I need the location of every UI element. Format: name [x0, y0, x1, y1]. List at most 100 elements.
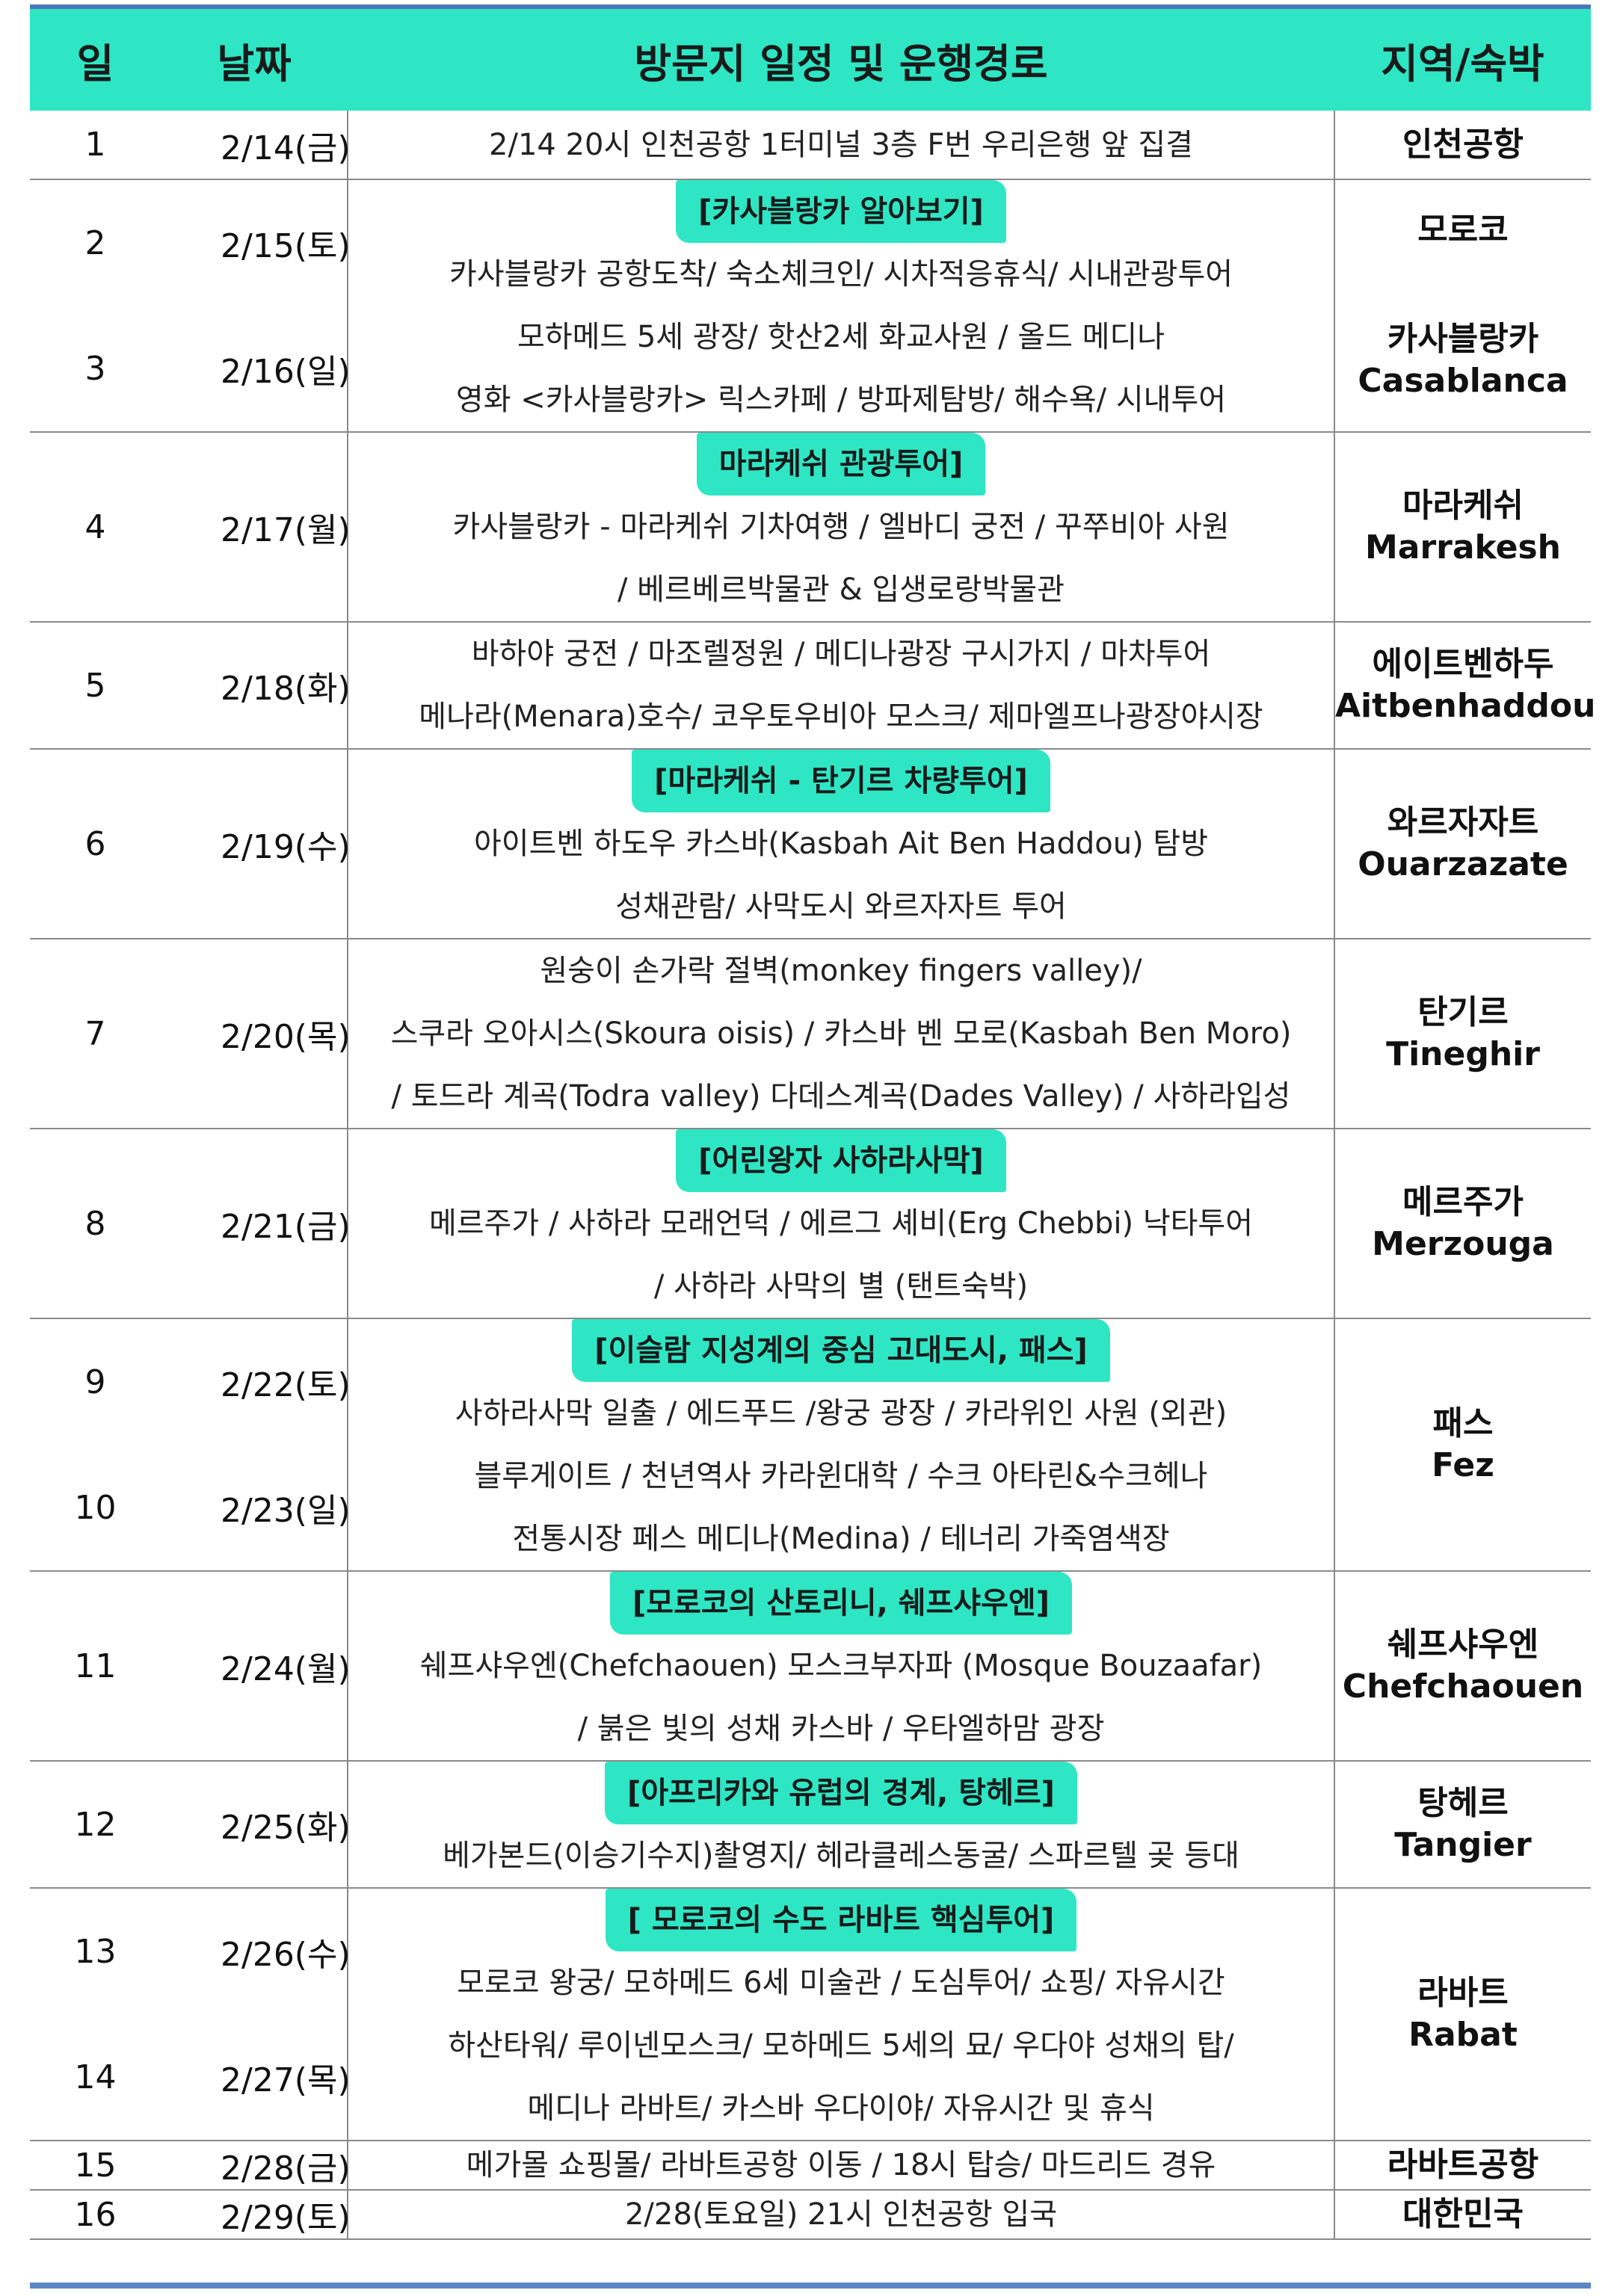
- date-label-cell: 2/14(금): [161, 111, 351, 180]
- region-name: 메르주가: [1402, 1183, 1524, 1221]
- region-name-alt: 카사블랑카: [1387, 320, 1539, 358]
- day-number-cell: 12: [30, 1761, 161, 1889]
- region-cell: 대한민국: [1334, 2190, 1591, 2240]
- date-label: 2/26(수): [221, 1936, 351, 1974]
- date-label: 2/21(금): [221, 1208, 351, 1246]
- date-label: 2/16(일): [221, 353, 351, 391]
- day-number: 2: [84, 223, 106, 262]
- day-number-cell: 11: [30, 1571, 161, 1762]
- day-number-cell: 4: [30, 432, 161, 623]
- plan-line: 베가본드(이승기수지)촬영지/ 헤라클레스동굴/ 스파르텔 곶 등대: [443, 1839, 1239, 1873]
- plan-line: 메가몰 쇼핑몰/ 라바트공항 이동 / 18시 탑승/ 마드리드 경유: [466, 2148, 1216, 2182]
- date-label-cell: 2/22(토) 2/23(일): [161, 1318, 351, 1572]
- region-name-alt: Aitbenhaddou: [1335, 687, 1596, 725]
- bottom-rule: [30, 2283, 1591, 2289]
- day-number: 8: [84, 1204, 106, 1243]
- region-name: 탄기르: [1417, 993, 1509, 1031]
- date-label: 2/23(일): [221, 1492, 351, 1530]
- plan-line: 쉐프샤우엔(Chefchaouen) 모스크부자파 (Mosque Bouzaa…: [419, 1649, 1263, 1683]
- itinerary-row: 7 2/20(목) 원숭이 손가락 절벽(monkey fingers valley…: [30, 939, 1591, 1129]
- region-name: 탕헤르: [1417, 1784, 1509, 1822]
- region-cell: 라바트 Rabat: [1334, 1888, 1591, 2141]
- plan-cell: 마라케쉬 관광투어] 카사블랑카 - 마라케쉬 기차여행 / 엘바디 궁전 / 꾸…: [347, 432, 1335, 623]
- plan-line: 원숭이 손가락 절벽(monkey fingers valley)/: [540, 954, 1142, 988]
- region-cell: 메르주가 Merzouga: [1334, 1129, 1591, 1319]
- section-highlight-title: [어린왕자 사하라사막]: [676, 1129, 1006, 1192]
- day-number: 1: [84, 126, 106, 164]
- section-highlight-title: 마라케쉬 관광투어]: [696, 433, 986, 496]
- region-name: 와르자자트: [1387, 803, 1539, 842]
- region-name: 쉐프샤우엔: [1387, 1626, 1539, 1664]
- plan-line: 스쿠라 오아시스(Skoura oisis) / 카스바 벤 모로(Kasbah…: [390, 1016, 1292, 1051]
- date-label: 2/14(금): [221, 129, 351, 167]
- plan-line: 모하메드 5세 광장/ 핫산2세 화교사원 / 올드 메디나: [517, 320, 1165, 354]
- region-name: 대한민국: [1402, 2195, 1524, 2233]
- day-number: 15: [74, 2146, 117, 2185]
- region-name: 라바트: [1417, 1974, 1509, 2012]
- day-number: 16: [74, 2195, 117, 2234]
- header-row: 일 날짜 방문지 일정 및 운행경로 지역/숙박: [30, 9, 1591, 111]
- day-number: 9: [84, 1363, 106, 1401]
- date-label-cell: 2/20(목): [161, 939, 351, 1129]
- date-label-cell: 2/15(토) 2/16(일): [161, 179, 351, 433]
- header-day: 일: [30, 9, 161, 111]
- section-highlight-title: [카사블랑카 알아보기]: [676, 180, 1006, 243]
- plan-line: 메나라(Menara)호수/ 코우토우비아 모스크/ 제마엘프나광장야시장: [419, 700, 1263, 734]
- plan-cell: [카사블랑카 알아보기] 카사블랑카 공항도착/ 숙소체크인/ 시차적응휴식/ 시…: [347, 179, 1335, 433]
- plan-line: 블루게이트 / 천년역사 카라윈대학 / 수크 아타린&수크헤나: [474, 1459, 1208, 1493]
- plan-line: 카사블랑카 - 마라케쉬 기차여행 / 엘바디 궁전 / 꾸쭈비아 사원: [452, 510, 1230, 544]
- plan-line: 영화 <카사블랑카> 릭스카페 / 방파제탐방/ 해수욕/ 시내투어: [455, 383, 1227, 417]
- date-label: 2/29(토): [221, 2199, 351, 2237]
- region-name: 인천공항: [1402, 125, 1524, 164]
- itinerary-row: 6 2/19(수) [마라케쉬 - 탄기르 차량투어] 아이트벤 하도우 카스바(Ka…: [30, 749, 1591, 939]
- plan-cell: [아프리카와 유럽의 경계, 탕헤르] 베가본드(이승기수지)촬영지/ 헤라클레스…: [347, 1761, 1335, 1889]
- day-number-cell: 16: [30, 2190, 161, 2240]
- day-number-cell: 7: [30, 939, 161, 1129]
- region-name: 에이트벤하두: [1372, 645, 1554, 683]
- header-region: 지역/숙박: [1334, 9, 1591, 111]
- plan-line: 하산타워/ 루이넨모스크/ 모하메드 5세의 묘/ 우다야 성채의 탑/: [448, 2028, 1234, 2063]
- day-number: 11: [74, 1647, 117, 1685]
- plan-line: 카사블랑카 공항도착/ 숙소체크인/ 시차적응휴식/ 시내관광투어: [449, 257, 1233, 291]
- date-label: 2/17(월): [221, 511, 351, 549]
- day-number: 13: [74, 1932, 117, 1971]
- region-name-alt: Fez: [1432, 1446, 1494, 1484]
- plan-line: 모로코 왕궁/ 모하메드 6세 미술관 / 도심투어/ 쇼핑/ 자유시간: [457, 1966, 1225, 2000]
- itinerary-row: 8 2/21(금) [어린왕자 사하라사막] 메르주가 / 사하라 모래언덕 / 에르…: [30, 1129, 1591, 1319]
- plan-cell: [마라케쉬 - 탄기르 차량투어] 아이트벤 하도우 카스바(Kasbah Ait…: [347, 749, 1335, 939]
- plan-cell: 바하야 궁전 / 마조렐정원 / 메디나광장 구시가지 / 마차투어 메나라(Me…: [347, 622, 1335, 750]
- region-cell: 에이트벤하두 Aitbenhaddou: [1334, 622, 1596, 750]
- region-name-alt: Chefchaouen: [1342, 1667, 1584, 1706]
- section-highlight-title: [이슬람 지성계의 중심 고대도시, 패스]: [572, 1319, 1110, 1382]
- region-name: 라바트공항: [1387, 2146, 1539, 2184]
- region-cell: 모로코 카사블랑카 Casablanca: [1334, 179, 1591, 433]
- itinerary-row: 4 2/17(월) 마라케쉬 관광투어] 카사블랑카 - 마라케쉬 기차여행 / 엘바…: [30, 432, 1591, 623]
- region-name-alt: Tangier: [1394, 1826, 1532, 1864]
- section-highlight-title: [아프리카와 유럽의 경계, 탕헤르]: [605, 1762, 1077, 1824]
- date-label-cell: 2/28(금): [161, 2141, 351, 2191]
- region-name-alt: Ouarzazate: [1358, 845, 1568, 883]
- plan-cell: [이슬람 지성계의 중심 고대도시, 패스] 사하라사막 일출 / 에드푸드 /왕…: [347, 1318, 1335, 1572]
- day-number: 4: [84, 507, 106, 546]
- plan-line: 2/14 20시 인천공항 1터미널 3층 F번 우리은행 앞 집결: [489, 127, 1193, 162]
- date-label: 2/27(목): [221, 2061, 351, 2099]
- day-number-cell: 13 14: [30, 1888, 161, 2141]
- plan-line: / 토드라 계곡(Todra valley) 다데스계곡(Dades Valle…: [391, 1079, 1291, 1114]
- section-highlight-title: [ 모로코의 수도 라바트 핵심투어]: [605, 1889, 1077, 1951]
- region-cell: 와르자자트 Ouarzazate: [1334, 749, 1591, 939]
- region-cell: 인천공항: [1334, 111, 1591, 180]
- date-label: 2/22(토): [221, 1366, 351, 1404]
- date-label-cell: 2/21(금): [161, 1129, 351, 1319]
- plan-line: 성채관람/ 사막도시 와르자자트 투어: [615, 889, 1067, 924]
- itinerary-row: 1 2/14(금) 2/14 20시 인천공항 1터미널 3층 F번 우리은행 앞 …: [30, 111, 1591, 180]
- region-name-alt: Merzouga: [1372, 1225, 1554, 1263]
- section-highlight-title: [마라케쉬 - 탄기르 차량투어]: [632, 750, 1050, 812]
- date-label-cell: 2/24(월): [161, 1571, 351, 1762]
- plan-line: 전통시장 페스 메디나(Medina) / 테너리 가죽염색장: [512, 1522, 1170, 1556]
- date-label: 2/25(화): [221, 1809, 351, 1847]
- plan-line: / 사하라 사막의 별 (탠트숙박): [653, 1269, 1029, 1303]
- plan-line: 사하라사막 일출 / 에드푸드 /왕궁 광장 / 카라위인 사원 (외관): [455, 1396, 1228, 1431]
- day-number-cell: 1: [30, 111, 161, 180]
- itinerary-body: 1 2/14(금) 2/14 20시 인천공항 1터미널 3층 F번 우리은행 앞 …: [30, 111, 1596, 2240]
